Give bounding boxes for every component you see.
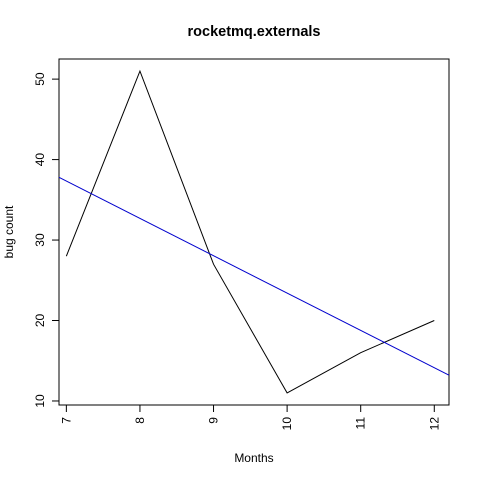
x-axis: 7 8 9 10 11 12 — [59, 405, 441, 430]
x-tick-label: 7 — [59, 417, 73, 424]
plot-frame — [58, 58, 450, 406]
y-tick-label: 20 — [33, 314, 47, 328]
plot-marks — [58, 69, 450, 394]
y-tick-label: 30 — [33, 233, 47, 247]
x-axis-label: Months — [234, 451, 273, 465]
x-tick-label: 9 — [207, 417, 221, 424]
y-tick-label: 10 — [33, 394, 47, 408]
x-tick-label: 12 — [427, 417, 441, 431]
chart-title: rocketmq.externals — [188, 24, 321, 40]
x-tick-label: 11 — [354, 417, 368, 430]
y-tick-label: 40 — [33, 153, 47, 167]
x-tick-label: 8 — [133, 417, 147, 424]
series-line-0 — [65, 69, 435, 394]
y-axis: 10 20 30 40 50 — [33, 72, 59, 408]
x-tick-label: 10 — [280, 417, 294, 431]
y-axis-label: bug count — [2, 205, 16, 258]
trend-line — [58, 176, 450, 376]
y-tick-label: 50 — [33, 72, 47, 86]
